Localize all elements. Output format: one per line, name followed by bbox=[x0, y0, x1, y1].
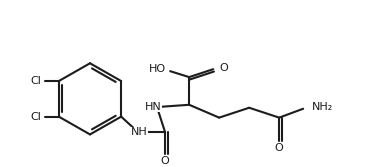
Text: NH₂: NH₂ bbox=[312, 102, 334, 112]
Text: Cl: Cl bbox=[30, 76, 41, 86]
Text: HN: HN bbox=[145, 102, 162, 112]
Text: NH: NH bbox=[131, 127, 147, 137]
Text: HO: HO bbox=[149, 64, 166, 74]
Text: O: O bbox=[275, 143, 283, 153]
Text: O: O bbox=[219, 63, 228, 73]
Text: Cl: Cl bbox=[30, 112, 41, 122]
Text: O: O bbox=[161, 156, 170, 166]
